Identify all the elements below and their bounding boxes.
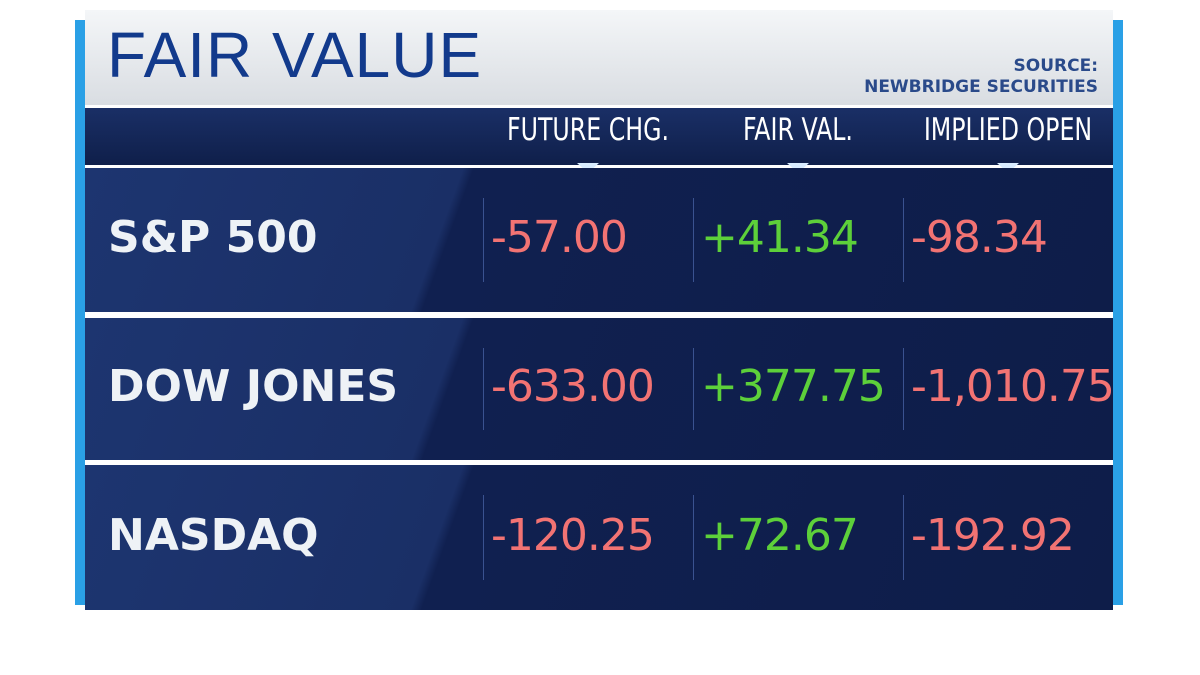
source-label: SOURCE: xyxy=(1013,56,1098,76)
cell-separator xyxy=(483,348,484,430)
column-header: IMPLIED OPEN xyxy=(923,112,1093,148)
cell-separator xyxy=(903,198,904,282)
cell-value: -57.00 xyxy=(491,212,628,263)
cell-separator xyxy=(693,348,694,430)
row-label: S&P 500 xyxy=(108,212,318,263)
cell-value: -98.34 xyxy=(911,212,1048,263)
cell-separator xyxy=(483,198,484,282)
cell-value: -192.92 xyxy=(911,509,1075,561)
source-name: NEWBRIDGE SECURITIES xyxy=(864,77,1098,97)
cell-value: -1,010.75 xyxy=(911,361,1115,412)
cell-value: +377.75 xyxy=(701,361,886,412)
side-bar xyxy=(75,20,85,605)
cell-separator xyxy=(693,198,694,282)
column-header: FAIR VAL. xyxy=(743,112,853,148)
cell-separator xyxy=(693,495,694,580)
cell-value: -120.25 xyxy=(491,509,655,561)
table-row: DOW JONES -633.00 +377.75 -1,010.75 xyxy=(85,318,1115,460)
side-bar xyxy=(1113,20,1123,605)
header: FAIR VALUE SOURCE: NEWBRIDGE SECURITIES xyxy=(85,10,1113,105)
cell-value: +41.34 xyxy=(701,212,859,263)
table-row: NASDAQ -120.25 +72.67 -192.92 xyxy=(85,465,1113,610)
column-header: FUTURE CHG. xyxy=(506,112,670,148)
cell-separator xyxy=(903,348,904,430)
cell-value: +72.67 xyxy=(701,509,859,561)
cell-separator xyxy=(903,495,904,580)
column-header-band xyxy=(85,108,1113,165)
table-row: S&P 500 -57.00 +41.34 -98.34 xyxy=(85,168,1113,312)
cell-value: -633.00 xyxy=(491,361,655,412)
row-label: DOW JONES xyxy=(108,361,399,412)
cell-separator xyxy=(483,495,484,580)
row-label: NASDAQ xyxy=(108,509,319,561)
title: FAIR VALUE xyxy=(107,19,483,91)
